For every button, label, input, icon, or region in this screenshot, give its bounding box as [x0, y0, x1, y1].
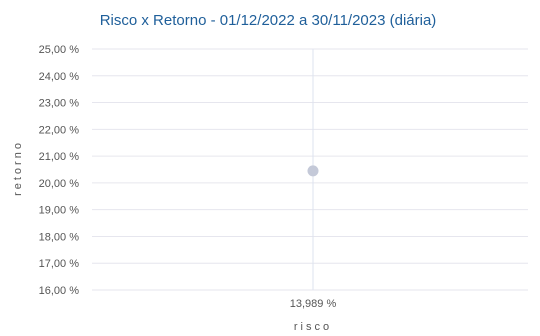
chart-title: Risco x Retorno - 01/12/2022 a 30/11/202… — [100, 12, 437, 29]
y-tick-labels: 16,00 % 17,00 % 18,00 % 19,00 % 20,00 % 21,00… — [39, 44, 80, 297]
data-points — [307, 165, 319, 177]
y-axis-label: retorno — [12, 140, 24, 196]
y-tick-label: 22,00 % — [39, 124, 80, 136]
data-point[interactable] — [307, 165, 319, 177]
y-tick-label: 24,00 % — [39, 71, 80, 83]
y-tick-label: 21,00 % — [39, 151, 80, 163]
grid-lines — [92, 48, 528, 291]
y-tick-label: 23,00 % — [39, 98, 80, 110]
x-tick-labels: 13,989 % — [290, 298, 337, 310]
y-tick-label: 20,00 % — [39, 178, 80, 190]
y-tick-label: 18,00 % — [39, 231, 80, 243]
x-axis-label: risco — [294, 321, 332, 333]
y-tick-label: 19,00 % — [39, 205, 80, 217]
y-tick-label: 16,00 % — [39, 285, 80, 297]
x-tick-label: 13,989 % — [290, 298, 337, 310]
y-tick-label: 25,00 % — [39, 44, 80, 56]
y-tick-label: 17,00 % — [39, 258, 80, 270]
